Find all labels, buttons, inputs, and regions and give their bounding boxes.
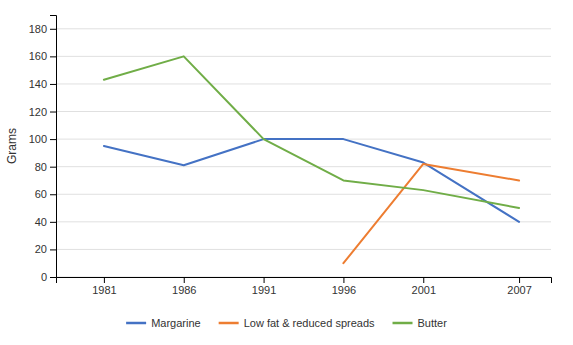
grid-line — [56, 28, 551, 29]
y-tick-mark — [50, 29, 56, 30]
y-axis-line — [50, 16, 57, 278]
y-tick-label: 140 — [29, 78, 47, 90]
y-tick-label: 0 — [41, 271, 47, 283]
x-tick: 1991 — [252, 277, 276, 296]
x-tick-mark — [519, 277, 520, 283]
y-tick-mark — [50, 222, 56, 223]
series-group — [104, 56, 519, 263]
x-tick-mark — [423, 277, 424, 283]
x-tick: 2001 — [412, 277, 436, 296]
series-line — [104, 56, 519, 208]
x-tick-mark — [264, 277, 265, 283]
y-tick-mark — [50, 84, 56, 85]
x-axis-line — [57, 278, 552, 284]
plot: 1981 1986 1991 1996 2001 2007 0 20 40 60 80 100 120 1… — [29, 16, 552, 296]
legend-label: Butter — [418, 317, 448, 329]
y-tick: 180 — [29, 23, 56, 35]
y-tick-label: 100 — [29, 133, 47, 145]
legend-label: Margarine — [151, 317, 201, 329]
chart: 1981 1986 1991 1996 2001 2007 0 20 40 60 80 100 120 1… — [0, 0, 573, 345]
y-tick: 100 — [29, 133, 56, 145]
y-tick-mark — [50, 139, 56, 140]
grid — [56, 29, 551, 277]
grid-line — [56, 221, 551, 222]
legend-item: Butter — [393, 317, 448, 329]
y-tick: 0 — [41, 271, 56, 283]
y-tick: 40 — [35, 216, 56, 228]
x-axis: 1981 1986 1991 1996 2001 2007 — [57, 277, 552, 296]
x-tick-label: 1981 — [92, 284, 116, 296]
y-tick-label: 60 — [35, 188, 47, 200]
y-tick-label: 20 — [35, 243, 47, 255]
series-line — [104, 139, 519, 222]
y-tick-mark — [50, 249, 56, 250]
legend-swatch — [219, 322, 239, 325]
legend-swatch — [126, 322, 146, 325]
legend-item: Margarine — [126, 317, 201, 329]
y-axis-title: Grams — [5, 128, 19, 164]
x-tick: 2007 — [507, 277, 531, 296]
grid-line — [56, 111, 551, 112]
series-line — [343, 164, 519, 263]
y-tick: 140 — [29, 78, 56, 90]
grid-line — [56, 83, 551, 84]
y-tick-mark — [50, 56, 56, 57]
legend-swatch — [393, 322, 413, 325]
legend: Margarine Low fat & reduced spreads Butter — [126, 317, 447, 329]
y-tick: 60 — [35, 188, 56, 200]
y-tick: 80 — [35, 161, 56, 173]
y-tick-mark — [50, 277, 56, 278]
x-tick: 1981 — [92, 277, 116, 296]
x-tick-mark — [184, 277, 185, 283]
y-tick-label: 120 — [29, 106, 47, 118]
x-tick-label: 1991 — [252, 284, 276, 296]
legend-item: Low fat & reduced spreads — [219, 317, 375, 329]
y-tick-mark — [50, 194, 56, 195]
y-tick: 160 — [29, 50, 56, 62]
y-axis: 0 20 40 60 80 100 120 140 160 180 — [29, 16, 57, 284]
x-tick-label: 2001 — [412, 284, 436, 296]
y-tick-label: 180 — [29, 23, 47, 35]
y-tick-mark — [50, 112, 56, 113]
x-tick: 1996 — [332, 277, 356, 296]
x-tick-mark — [104, 277, 105, 283]
x-tick: 1986 — [172, 277, 196, 296]
y-tick-mark — [50, 167, 56, 168]
y-tick-label: 40 — [35, 216, 47, 228]
x-tick-label: 1996 — [332, 284, 356, 296]
grid-line — [56, 249, 551, 250]
grid-line — [56, 166, 551, 167]
y-tick-label: 160 — [29, 50, 47, 62]
y-tick-label: 80 — [35, 161, 47, 173]
x-tick-label: 1986 — [172, 284, 196, 296]
y-tick: 20 — [35, 243, 56, 255]
x-tick-mark — [343, 277, 344, 283]
x-tick-label: 2007 — [507, 284, 531, 296]
legend-label: Low fat & reduced spreads — [244, 317, 375, 329]
grid-line — [56, 56, 551, 57]
y-tick: 120 — [29, 106, 56, 118]
